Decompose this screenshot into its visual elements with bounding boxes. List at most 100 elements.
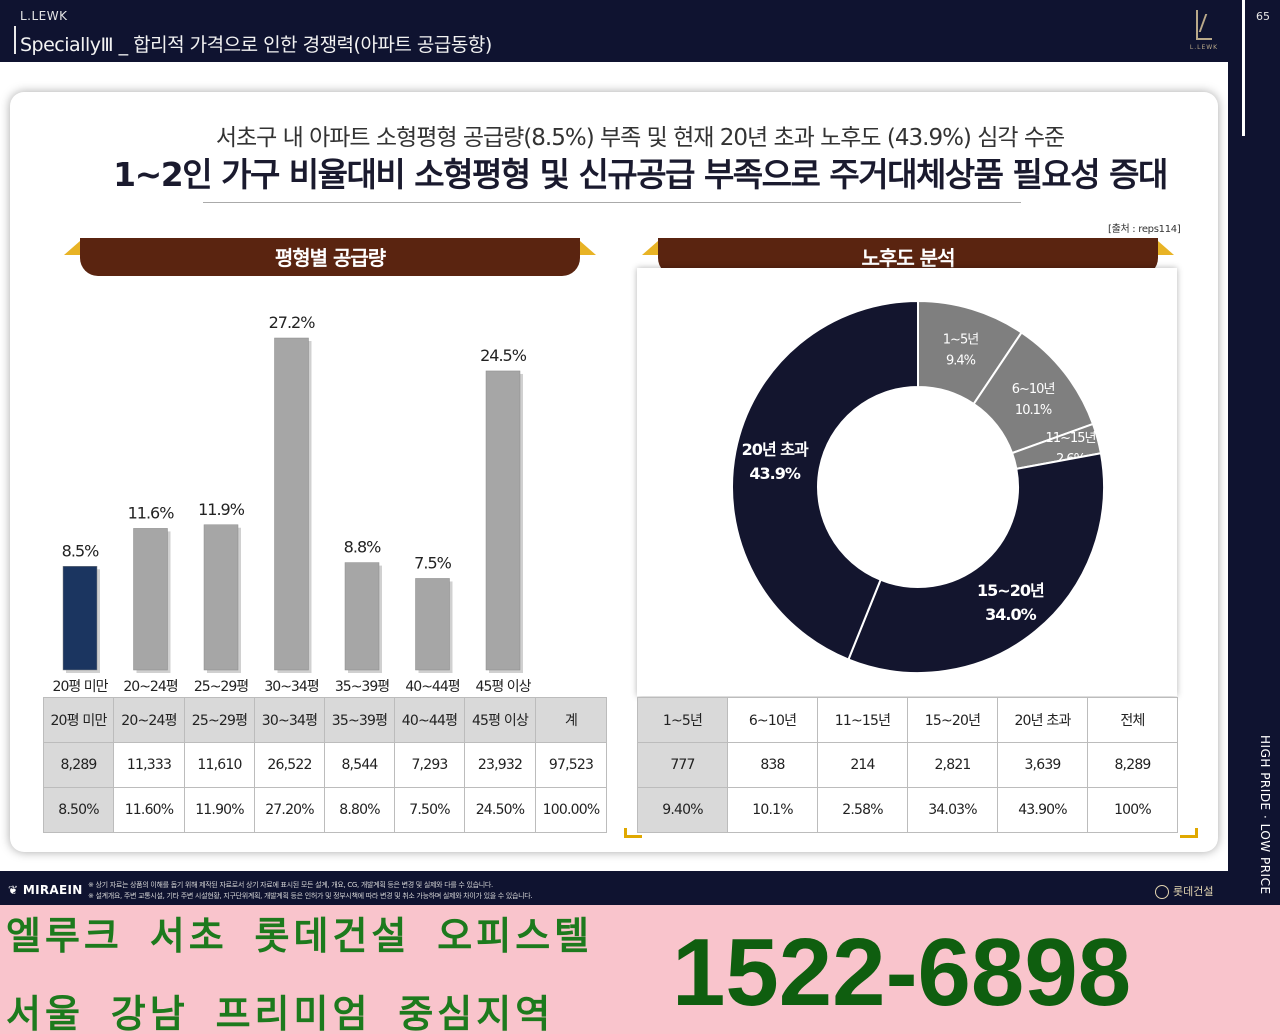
bar-value-label: 8.8%	[344, 538, 381, 557]
table-header-cell: 전체	[1087, 697, 1178, 743]
headline-main: 1~2인 가구 비율대비 소형평형 및 신규공급 부족으로 주거대체상품 필요성…	[113, 155, 1168, 194]
slice-value-label: 9.4%	[946, 353, 976, 368]
bar-category-label: 35~39평	[335, 679, 389, 695]
table-header-cell: 20~24평	[113, 697, 185, 743]
table-header-cell: 계	[535, 697, 607, 743]
company-name: MIRAEIN	[22, 883, 83, 897]
table-cell: 26,522	[254, 742, 325, 788]
promo-line-2: 서울 강남 프리미엄 중심지역	[6, 992, 555, 1034]
table-header-cell: 45평 이상	[464, 697, 536, 743]
table-cell: 11.60%	[113, 787, 185, 833]
bar-category-label: 20평 미만	[53, 679, 109, 695]
leaf-icon: ❦	[8, 883, 23, 897]
table-cell: 9.40%	[637, 787, 728, 833]
table-cell: 27.20%	[254, 787, 325, 833]
title-rule	[14, 26, 16, 54]
bar-value-label: 11.9%	[198, 500, 245, 519]
table-cell: 97,523	[535, 742, 607, 788]
table-cell: 8.80%	[324, 787, 395, 833]
table-header-cell: 20년 초과	[997, 697, 1088, 743]
supply-table: 20평 미만 20~24평 25~29평 30~34평 35~39평 40~44…	[43, 697, 607, 833]
table-row: 8,289 11,333 11,610 26,522 8,544 7,293 2…	[43, 742, 607, 788]
table-cell: 2,821	[907, 742, 998, 788]
top-bar	[0, 0, 1280, 62]
table-cell: 43.90%	[997, 787, 1088, 833]
table-cell: 23,932	[464, 742, 536, 788]
table-header-cell: 25~29평	[184, 697, 255, 743]
table-cell: 11,333	[113, 742, 185, 788]
age-donut-chart: 1~5년9.4%6~10년10.1%11~15년2.6%15~20년34.0%2…	[731, 299, 1105, 674]
bar-category-label: 40~44평	[405, 679, 459, 695]
page-number: 65	[1256, 10, 1270, 23]
table-cell: 100.00%	[535, 787, 607, 833]
bar-value-label: 8.5%	[62, 541, 99, 560]
table-cell: 100%	[1087, 787, 1178, 833]
table-cell: 214	[817, 742, 908, 788]
table-header-cell: 15~20년	[907, 697, 998, 743]
slice-value-label: 34.0%	[985, 605, 1036, 624]
table-cell: 777	[637, 742, 728, 788]
table-header-cell: 20평 미만	[43, 697, 114, 743]
slogan-vertical: HIGH PRIDE · LOW PRICE	[1258, 735, 1272, 895]
builder-name: 롯데건설	[1173, 885, 1214, 898]
slice-label: 20년 초과	[742, 440, 809, 459]
promo-phone: 1522-6898	[672, 919, 1132, 1026]
table-header-cell: 6~10년	[727, 697, 818, 743]
bar-value-label: 27.2%	[269, 313, 316, 332]
brand-logo: L.LEWK	[1188, 8, 1220, 56]
bar-category-label: 30~34평	[264, 679, 318, 695]
table-row: 8.50% 11.60% 11.90% 27.20% 8.80% 7.50% 2…	[43, 787, 607, 833]
company-logo: ❦ MIRAEIN	[8, 883, 83, 897]
table-cell: 11.90%	[184, 787, 255, 833]
supply-ribbon: 평형별 공급량	[80, 238, 580, 276]
table-header-cell: 11~15년	[817, 697, 908, 743]
bar	[344, 562, 380, 671]
table-cell: 8,289	[1087, 742, 1178, 788]
table-cell: 11,610	[184, 742, 255, 788]
corner-bracket-left	[624, 828, 642, 838]
bar-value-label: 7.5%	[414, 553, 451, 572]
headline-divider	[203, 202, 1021, 203]
corner-bracket-right	[1180, 828, 1198, 838]
bar	[62, 566, 98, 671]
promo-line-1: 엘루크 서초 롯데건설 오피스텔	[6, 914, 594, 958]
slice-label: 6~10년	[1012, 382, 1055, 397]
brand-label: L.LEWK	[20, 9, 68, 23]
donut-slice	[731, 299, 919, 661]
slice-label: 11~15년	[1046, 431, 1096, 446]
table-cell: 7,293	[394, 742, 465, 788]
bar	[203, 524, 239, 671]
source-note: [출처 : reps114]	[1108, 224, 1181, 235]
strip-accent-line	[1242, 0, 1245, 136]
bar-category-label: 20~24평	[123, 679, 177, 695]
donut-slice	[847, 452, 1105, 674]
table-cell: 8,544	[324, 742, 395, 788]
table-cell: 10.1%	[727, 787, 818, 833]
table-cell: 8.50%	[43, 787, 114, 833]
supply-table-header: 20평 미만 20~24평 25~29평 30~34평 35~39평 40~44…	[43, 697, 607, 743]
bar	[133, 528, 168, 671]
slice-label: 15~20년	[977, 581, 1044, 600]
page-title: SpeciallyⅢ _ 합리적 가격으로 인한 경쟁력(아파트 공급동향)	[20, 34, 492, 56]
table-cell: 34.03%	[907, 787, 998, 833]
slice-label: 1~5년	[943, 332, 978, 347]
logo-text: L.LEWK	[1189, 44, 1219, 51]
bar-category-label: 25~29평	[194, 679, 248, 695]
table-header-cell: 35~39평	[324, 697, 395, 743]
disclaimer-line: ※ 설계개요, 주변 교통시설, 기타 주변 시설현황, 지구단위계획, 개발계…	[88, 892, 533, 900]
table-row: 9.40% 10.1% 2.58% 34.03% 43.90% 100%	[637, 787, 1178, 833]
bar-value-label: 24.5%	[480, 346, 527, 365]
table-cell: 7.50%	[394, 787, 465, 833]
bar	[415, 578, 450, 671]
table-header-cell: 1~5년	[637, 697, 728, 743]
logo-mark-icon	[1196, 10, 1212, 40]
table-header-cell: 30~34평	[254, 697, 325, 743]
bar-value-label: 11.6%	[128, 503, 175, 522]
table-cell: 24.50%	[464, 787, 536, 833]
disclaimer-line: ※ 상기 자료는 상품의 이해를 돕기 위해 제작된 자료로서 상기 자료에 표…	[88, 881, 493, 889]
table-cell: 3,639	[997, 742, 1088, 788]
supply-bar-chart: 8.5% 20평 미만 11.6% 20~24평 11.9% 25~29평 27.2% 30~…	[53, 313, 533, 695]
bar	[274, 337, 309, 671]
table-header-cell: 40~44평	[394, 697, 465, 743]
slice-value-label: 10.1%	[1015, 403, 1052, 418]
